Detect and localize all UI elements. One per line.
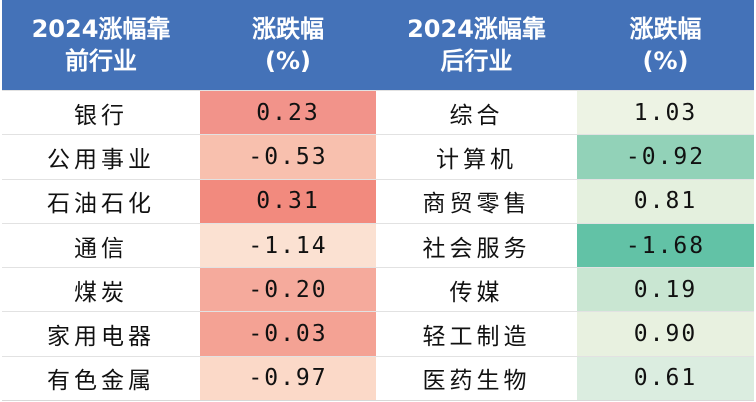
header-top-change: 涨跌幅 (%) — [200, 0, 376, 90]
bottom-industry-change: -1.68 — [577, 222, 754, 268]
bottom-industry-change: -0.92 — [577, 134, 754, 179]
top-industry-change: -0.20 — [200, 267, 376, 312]
top-industry-change: -0.53 — [200, 134, 376, 179]
bottom-industry-change: 0.90 — [577, 311, 754, 356]
top-industry-name: 公用事业 — [2, 134, 200, 179]
top-industry-name: 煤炭 — [2, 267, 200, 312]
top-industry-name: 银行 — [2, 90, 200, 135]
top-industry-name: 家用电器 — [2, 311, 200, 356]
bottom-industry-change: 1.03 — [577, 90, 754, 135]
bottom-industry-change: 0.81 — [577, 178, 754, 223]
top-industry-change: 0.23 — [200, 90, 376, 135]
header-top-industries: 2024涨幅靠 前行业 — [2, 0, 200, 90]
bottom-industry-name: 计算机 — [376, 134, 577, 179]
top-industry-name: 通信 — [2, 222, 200, 268]
bottom-industry-name: 社会服务 — [376, 222, 577, 268]
bottom-industry-name: 医药生物 — [376, 355, 577, 401]
bottom-industry-name: 综合 — [376, 90, 577, 135]
top-industry-change: 0.31 — [200, 178, 376, 223]
bottom-industry-name: 轻工制造 — [376, 311, 577, 356]
bottom-industry-change: 0.61 — [577, 355, 754, 401]
bottom-industry-change: 0.19 — [577, 267, 754, 312]
header-bottom-change: 涨跌幅 (%) — [577, 0, 754, 90]
top-industry-name: 石油石化 — [2, 178, 200, 223]
top-industry-name: 有色金属 — [2, 355, 200, 401]
top-industry-change: -0.97 — [200, 355, 376, 401]
bottom-industry-name: 传媒 — [376, 267, 577, 312]
bottom-industry-name: 商贸零售 — [376, 178, 577, 223]
top-industry-change: -0.03 — [200, 311, 376, 356]
top-industry-change: -1.14 — [200, 222, 376, 268]
header-bottom-industries: 2024涨幅靠 后行业 — [376, 0, 577, 90]
